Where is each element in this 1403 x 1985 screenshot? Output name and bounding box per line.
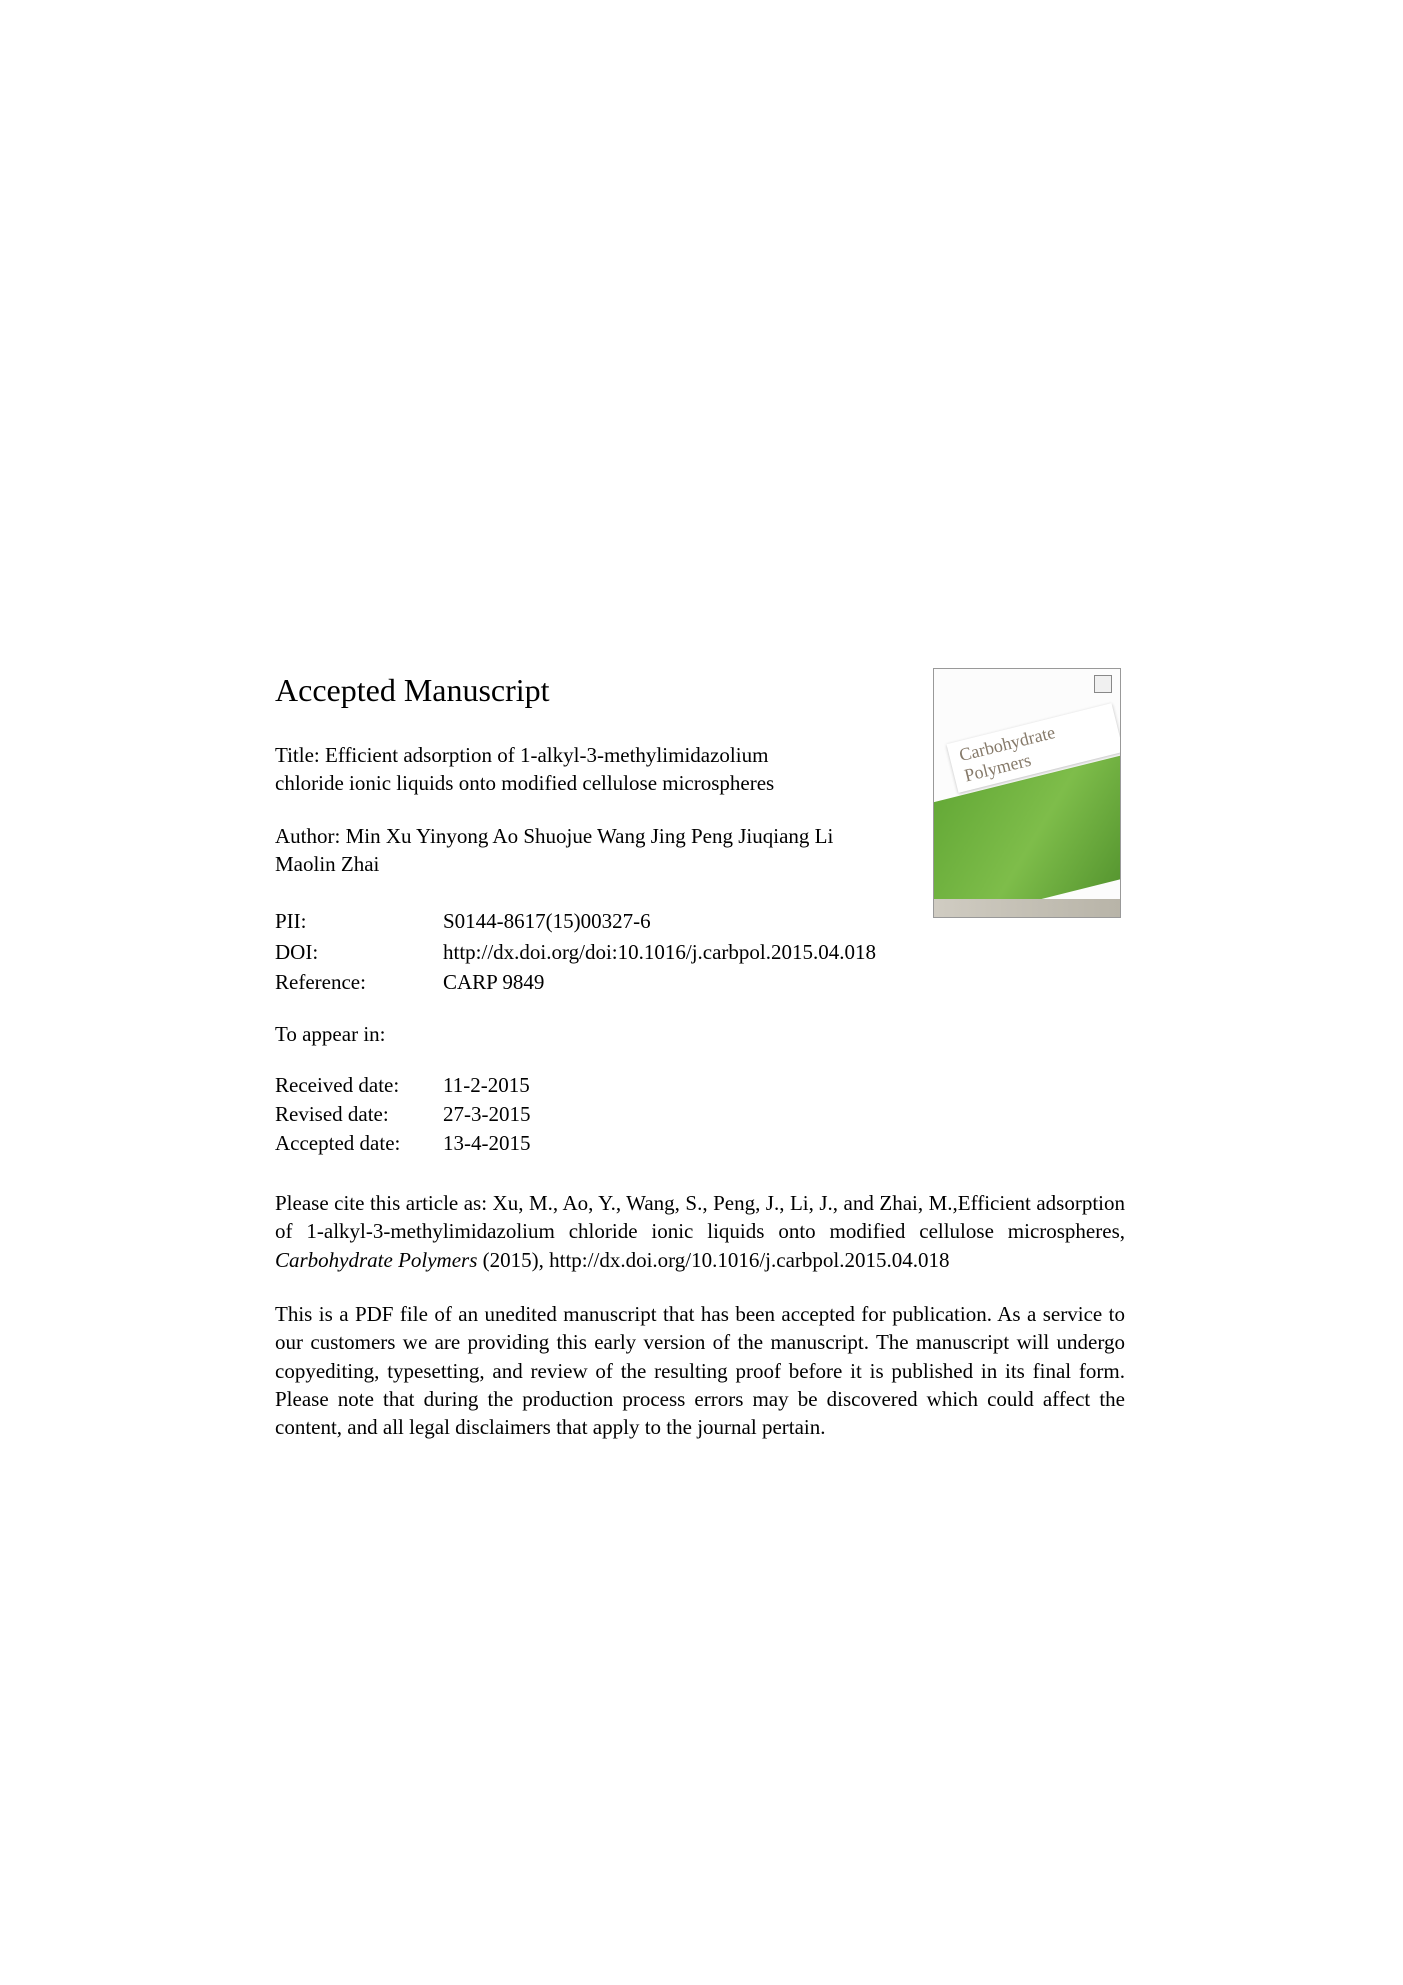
- page-heading: Accepted Manuscript: [275, 672, 1125, 709]
- citation-suffix: (2015), http://dx.doi.org/10.1016/j.carb…: [477, 1248, 949, 1272]
- title-prefix: Title:: [275, 743, 325, 767]
- metadata-row-pii: PII: S0144-8617(15)00327-6: [275, 906, 1125, 936]
- disclaimer-paragraph: This is a PDF file of an unedited manusc…: [275, 1300, 1125, 1442]
- revised-value: 27-3-2015: [443, 1100, 1125, 1129]
- citation-prefix: Please cite this article as: Xu, M., Ao,…: [275, 1191, 1125, 1243]
- doi-label: DOI:: [275, 937, 443, 967]
- doi-value: http://dx.doi.org/doi:10.1016/j.carbpol.…: [443, 937, 1125, 967]
- dates-row-accepted: Accepted date: 13-4-2015: [275, 1129, 1125, 1158]
- dates-row-revised: Revised date: 27-3-2015: [275, 1100, 1125, 1129]
- metadata-row-doi: DOI: http://dx.doi.org/doi:10.1016/j.car…: [275, 937, 1125, 967]
- revised-label: Revised date:: [275, 1100, 443, 1129]
- to-appear-in: To appear in:: [275, 1022, 1125, 1047]
- accepted-label: Accepted date:: [275, 1129, 443, 1158]
- citation-journal: Carbohydrate Polymers: [275, 1248, 477, 1272]
- author-text: Min Xu Yinyong Ao Shuojue Wang Jing Peng…: [275, 824, 833, 876]
- citation-paragraph: Please cite this article as: Xu, M., Ao,…: [275, 1189, 1125, 1274]
- dates-row-received: Received date: 11-2-2015: [275, 1071, 1125, 1100]
- received-value: 11-2-2015: [443, 1071, 1125, 1100]
- title-text: Efficient adsorption of 1-alkyl-3-methyl…: [275, 743, 774, 795]
- reference-label: Reference:: [275, 967, 443, 997]
- metadata-table: PII: S0144-8617(15)00327-6 DOI: http://d…: [275, 906, 1125, 997]
- metadata-row-reference: Reference: CARP 9849: [275, 967, 1125, 997]
- pii-value: S0144-8617(15)00327-6: [443, 906, 1125, 936]
- manuscript-authors: Author: Min Xu Yinyong Ao Shuojue Wang J…: [275, 822, 835, 879]
- accepted-value: 13-4-2015: [443, 1129, 1125, 1158]
- reference-value: CARP 9849: [443, 967, 1125, 997]
- pii-label: PII:: [275, 906, 443, 936]
- manuscript-page: Accepted Manuscript Title: Efficient ads…: [275, 672, 1125, 1442]
- author-prefix: Author:: [275, 824, 346, 848]
- received-label: Received date:: [275, 1071, 443, 1100]
- dates-table: Received date: 11-2-2015 Revised date: 2…: [275, 1071, 1125, 1159]
- manuscript-title: Title: Efficient adsorption of 1-alkyl-3…: [275, 741, 835, 798]
